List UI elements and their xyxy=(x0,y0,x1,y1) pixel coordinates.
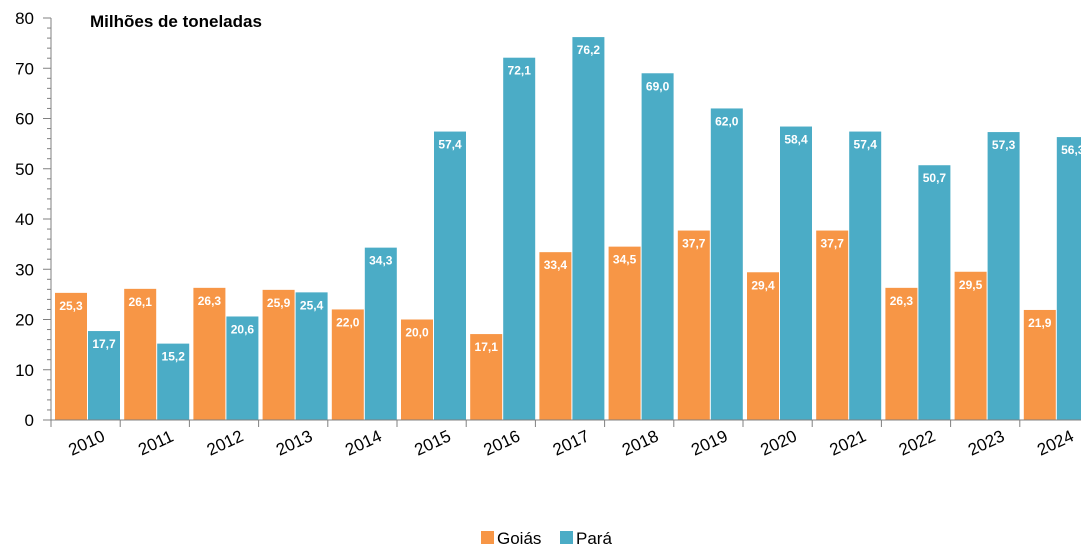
bar-goias-2016 xyxy=(470,334,503,420)
data-label: 37,7 xyxy=(821,237,845,251)
bar-goias-2021 xyxy=(816,230,849,420)
x-tick-label: 2016 xyxy=(481,426,523,459)
x-tick-label: 2015 xyxy=(412,426,454,459)
y-tick-label: 50 xyxy=(15,160,34,179)
data-label: 72,1 xyxy=(508,64,532,78)
data-label: 29,4 xyxy=(751,278,775,292)
data-label: 25,3 xyxy=(59,299,83,313)
data-label: 76,2 xyxy=(577,43,601,57)
bar-para-2017 xyxy=(572,37,605,420)
bar-goias-2013 xyxy=(262,289,295,420)
data-label: 37,7 xyxy=(682,237,706,251)
bar-goias-2023 xyxy=(954,271,987,420)
bar-goias-2022 xyxy=(885,287,918,420)
x-tick-label: 2013 xyxy=(273,426,315,459)
legend-swatch-goias xyxy=(481,531,494,544)
x-tick-label: 2019 xyxy=(688,426,730,459)
data-label: 17,1 xyxy=(475,340,499,354)
bar-para-2019 xyxy=(710,108,743,420)
data-label: 34,5 xyxy=(613,253,637,267)
data-label: 62,0 xyxy=(715,114,739,128)
bar-goias-2017 xyxy=(539,252,572,420)
bar-goias-2019 xyxy=(677,230,710,420)
bar-goias-2024 xyxy=(1023,309,1056,420)
data-label: 25,9 xyxy=(267,296,291,310)
y-tick-label: 80 xyxy=(15,9,34,28)
data-label: 26,1 xyxy=(129,295,153,309)
data-label: 21,9 xyxy=(1028,316,1052,330)
y-tick-label: 30 xyxy=(15,260,34,279)
data-label: 17,7 xyxy=(92,337,116,351)
bar-para-2010 xyxy=(88,331,120,420)
data-label: 57,4 xyxy=(438,138,462,152)
data-label: 57,4 xyxy=(854,138,878,152)
bar-goias-2015 xyxy=(401,319,433,420)
x-tick-label: 2024 xyxy=(1034,426,1076,459)
y-tick-label: 40 xyxy=(15,210,34,229)
bar-goias-2012 xyxy=(193,287,226,420)
y-tick-label: 10 xyxy=(15,361,34,380)
x-tick-label: 2010 xyxy=(66,426,108,459)
data-label: 57,3 xyxy=(992,138,1016,152)
x-tick-label: 2011 xyxy=(135,427,176,460)
data-label: 20,6 xyxy=(231,322,255,336)
data-label: 22,0 xyxy=(336,315,360,329)
bar-para-2023 xyxy=(987,132,1020,420)
data-label: 29,5 xyxy=(959,278,983,292)
bar-para-2020 xyxy=(780,126,812,420)
data-label: 26,3 xyxy=(890,294,914,308)
y-tick-label: 20 xyxy=(15,311,34,330)
bar-para-2024 xyxy=(1056,137,1081,420)
x-tick-label: 2020 xyxy=(758,426,800,459)
x-tick-label: 2023 xyxy=(965,426,1007,459)
bar-goias-2014 xyxy=(331,309,364,420)
bar-goias-2018 xyxy=(608,246,641,420)
bar-para-2022 xyxy=(918,165,951,420)
plot-area: 25,3 26,1 26,3 25,9 22,0 20,0 17,1 33,4 34,5 37,7… xyxy=(15,9,1081,460)
x-tick-label: 2014 xyxy=(342,426,384,459)
bar-para-2011 xyxy=(157,343,190,420)
legend-label: Pará xyxy=(576,529,612,548)
data-label: 50,7 xyxy=(923,171,947,185)
x-tick-label: 2018 xyxy=(619,426,661,459)
data-label: 56,3 xyxy=(1061,143,1081,157)
legend: Goiás Pará xyxy=(481,529,612,548)
bar-para-2013 xyxy=(295,292,328,420)
data-label: 34,3 xyxy=(369,254,393,268)
data-label: 58,4 xyxy=(784,133,808,147)
legend-swatch-para xyxy=(560,531,573,544)
bar-para-2012 xyxy=(226,316,259,420)
bar-para-2014 xyxy=(364,247,397,420)
legend-label: Goiás xyxy=(497,529,541,548)
data-label: 69,0 xyxy=(646,79,670,93)
data-label: 15,2 xyxy=(162,350,186,364)
y-tick-label: 60 xyxy=(15,110,34,129)
x-tick-label: 2022 xyxy=(896,426,938,459)
x-tick-label: 2021 xyxy=(827,426,869,459)
bar-para-2018 xyxy=(641,73,674,421)
bar-goias-2020 xyxy=(747,272,779,420)
bar-para-2015 xyxy=(434,131,466,420)
chart-title: Milhões de toneladas xyxy=(90,12,262,31)
bar-para-2016 xyxy=(503,57,536,420)
y-tick-label: 0 xyxy=(25,411,34,430)
data-label: 20,0 xyxy=(405,326,429,340)
data-label: 25,4 xyxy=(300,298,324,312)
x-tick-label: 2012 xyxy=(204,426,246,459)
x-tick-label: 2017 xyxy=(550,426,592,459)
y-tick-label: 70 xyxy=(15,59,34,78)
bar-para-2021 xyxy=(849,131,882,420)
data-label: 33,4 xyxy=(544,258,568,272)
bar-goias-2010 xyxy=(55,292,87,420)
data-label: 26,3 xyxy=(198,294,222,308)
bar-goias-2011 xyxy=(124,288,157,420)
